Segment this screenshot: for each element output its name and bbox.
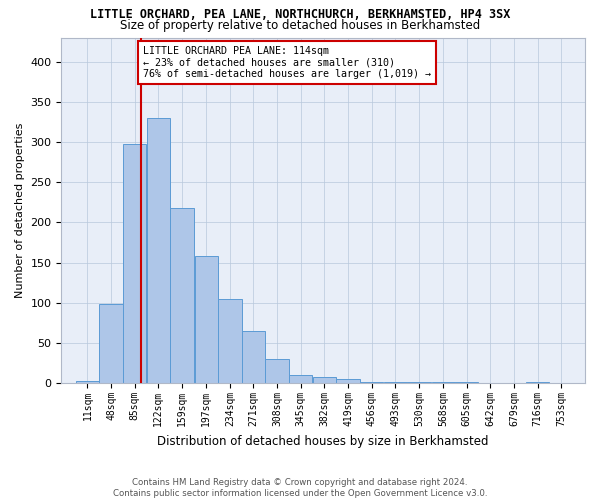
Bar xyxy=(242,331,265,384)
Y-axis label: Number of detached properties: Number of detached properties xyxy=(15,122,25,298)
Bar xyxy=(218,299,242,384)
Text: Size of property relative to detached houses in Berkhamsted: Size of property relative to detached ho… xyxy=(120,18,480,32)
Bar xyxy=(123,144,146,384)
Bar xyxy=(383,382,407,384)
Bar xyxy=(100,304,122,384)
Text: LITTLE ORCHARD PEA LANE: 114sqm
← 23% of detached houses are smaller (310)
76% o: LITTLE ORCHARD PEA LANE: 114sqm ← 23% of… xyxy=(143,46,431,78)
Bar xyxy=(265,359,289,384)
X-axis label: Distribution of detached houses by size in Berkhamsted: Distribution of detached houses by size … xyxy=(157,434,489,448)
Bar xyxy=(76,381,99,384)
Bar xyxy=(313,377,336,384)
Bar xyxy=(455,382,478,384)
Text: LITTLE ORCHARD, PEA LANE, NORTHCHURCH, BERKHAMSTED, HP4 3SX: LITTLE ORCHARD, PEA LANE, NORTHCHURCH, B… xyxy=(90,8,510,20)
Bar xyxy=(431,382,455,384)
Bar xyxy=(194,256,218,384)
Bar xyxy=(289,375,313,384)
Bar xyxy=(407,382,431,384)
Bar xyxy=(146,118,170,384)
Text: Contains HM Land Registry data © Crown copyright and database right 2024.
Contai: Contains HM Land Registry data © Crown c… xyxy=(113,478,487,498)
Bar xyxy=(526,382,550,384)
Bar xyxy=(360,382,383,384)
Bar xyxy=(337,380,359,384)
Bar xyxy=(170,208,194,384)
